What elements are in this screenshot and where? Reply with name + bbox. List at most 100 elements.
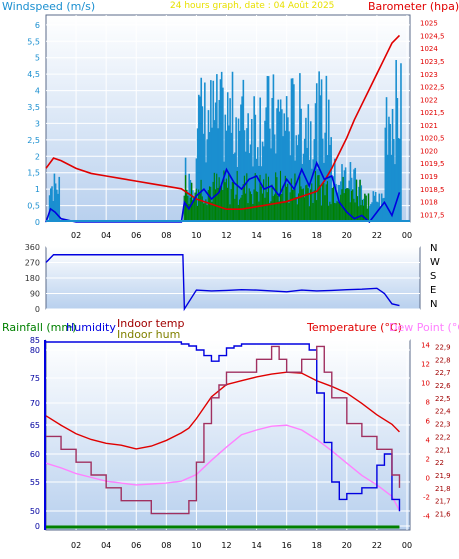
baro-tick-label: 1020 [420,147,438,155]
indoor-tick-label: 22,6 [435,382,451,390]
baro-tick-label: 1022 [420,96,438,104]
baro-tick-label: 1017,5 [420,211,445,219]
chart-title: 24 hours graph, date : 04 Août 2025 [170,1,334,11]
x-tick-label: 22 [372,541,382,550]
indoor-tick-label: 22,5 [435,395,451,403]
rainfall-label: Rainfall (mm) [2,321,76,334]
indoor-temp-label: Indoor temp [117,317,184,330]
temp-marks [44,340,401,530]
x-tick-label: 10 [191,541,201,550]
wind-marks [45,34,410,224]
wind-tick-label: 0,5 [27,202,40,211]
series-line-humidity [46,341,401,512]
x-tick-label: 22 [372,231,382,240]
baro-tick-label: 1020,5 [420,135,445,143]
indoor-tick-label: 22,8 [435,356,451,364]
x-tick-label: 18 [312,541,322,550]
indoor-tick-label: 21,8 [435,485,451,493]
baro-tick-label: 1024 [420,45,438,53]
indoor-tick-label: 22,9 [435,343,451,351]
temp-tick-label: 14 [421,342,430,350]
humidity-tick-label: 50 [30,507,40,516]
indoor-tick-label: 22 [435,459,444,467]
humidity-tick-label: 80 [30,346,40,355]
x-tick-label: 16 [282,231,292,240]
x-tick-label: 04 [101,231,111,240]
direction-tick-label: 270 [25,259,40,268]
indoor-tick-label: 22,2 [435,433,451,441]
windspeed-label: Windspeed (m/s) [2,0,95,13]
x-tick-label: 08 [161,541,171,550]
indoor-tick-label: 22,3 [435,421,451,429]
x-tick-label: 12 [221,541,231,550]
compass-letter: N [430,243,437,254]
direction-grid [46,246,420,310]
x-tick-label: 10 [191,231,201,240]
indoor-hum-label: Indoor hum [117,328,180,341]
compass-letter: W [430,257,440,268]
baro-tick-label: 1019,5 [420,160,445,168]
wind-tick-label: 4,5 [27,70,40,79]
temp-tick-label: 10 [421,380,430,388]
indoor-tick-label: 21,7 [435,498,451,506]
axis-ticks: 00,511,522,533,544,555,561017,510181018,… [25,20,451,550]
humidity-tick-label: 0 [35,522,40,531]
pressure-line [45,34,401,211]
x-tick-label: 20 [342,541,352,550]
direction-marks [45,254,400,312]
x-tick-label: 20 [342,231,352,240]
direction-line [45,254,400,312]
wind-tick-label: 3 [35,119,40,128]
compass-letter: N [430,299,437,310]
baro-tick-label: 1023,5 [420,58,445,66]
temp-tick-label: 4 [426,436,431,444]
baro-tick-label: 1022,5 [420,84,445,92]
temp-tick-label: -2 [423,493,430,501]
indoor-tick-label: 22,1 [435,446,451,454]
x-tick-label: 06 [131,541,141,550]
temp-tick-label: 0 [426,474,430,482]
direction-tick-label: 360 [25,243,40,252]
temp-tick-label: 6 [426,418,431,426]
dewpoint-label: Dew Point (°C) [389,321,459,334]
x-tick-label: 12 [221,231,231,240]
baro-tick-label: 1024,5 [420,32,445,40]
wind-tick-label: 2,5 [27,136,40,145]
indoor-tick-label: 21,9 [435,472,451,480]
x-tick-label: 00 [402,541,412,550]
baro-tick-label: 1021 [420,122,438,130]
wind-tick-label: 3,5 [27,103,40,112]
wind-tick-label: 6 [35,21,40,30]
wind-tick-label: 4 [35,87,40,96]
series-line-indoor-temp [46,345,401,515]
direction-tick-label: 180 [25,274,40,283]
humidity-tick-label: 85 [30,336,40,345]
baro-tick-label: 1018 [420,199,438,207]
x-tick-label: 16 [282,541,292,550]
barometer-label: Barometer (hpa) [368,0,459,13]
x-tick-label: 14 [251,541,261,550]
wind-tick-label: 5 [35,54,40,63]
humidity-tick-label: 55 [30,478,40,487]
wind-tick-label: 5,5 [27,37,40,46]
x-tick-label: 18 [312,231,322,240]
wind-tick-label: 1 [35,185,40,194]
baro-tick-label: 1019 [420,173,438,181]
x-tick-label: 02 [71,231,81,240]
compass-letter: E [430,285,436,296]
baro-tick-label: 1018,5 [420,186,445,194]
temp-tick-label: 2 [426,455,430,463]
compass-letter: S [430,271,436,282]
temp-tick-label: 8 [426,399,430,407]
x-tick-label: 14 [251,231,261,240]
humidity-tick-label: 70 [30,399,40,408]
baro-tick-label: 1025 [420,20,438,28]
humidity-label: Humidity [66,321,116,334]
temp-tick-label: 12 [421,361,430,369]
x-tick-label: 04 [101,541,111,550]
x-tick-label: 00 [402,231,412,240]
wind-tick-label: 0 [35,218,40,227]
